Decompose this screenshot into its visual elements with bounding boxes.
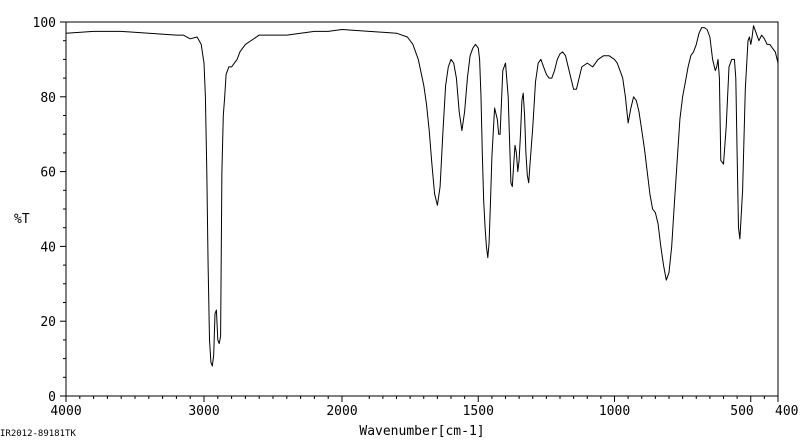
y-tick-label: 80 (40, 91, 56, 106)
x-tick-label: 1500 (463, 404, 494, 419)
x-axis-ticks: 4000 3000 2000 1500 1000 500 400 (50, 396, 798, 419)
y-axis-ticks: 0 20 40 60 80 100 (33, 16, 66, 405)
spectrum-line (65, 25, 779, 367)
y-tick-label: 40 (40, 240, 56, 255)
footer-id: IR2012-89181TK (0, 429, 76, 439)
x-tick-label: 2000 (326, 404, 357, 419)
x-tick-label: 3000 (188, 404, 219, 419)
y-axis-title: %T (14, 212, 30, 227)
y-tick-label: 60 (40, 166, 56, 181)
y-tick-label: 20 (40, 315, 56, 330)
x-tick-label: 4000 (50, 404, 81, 419)
series-layer (65, 25, 779, 367)
x-tick-label: 400 (775, 404, 798, 419)
x-axis-title: Wavenumber[cm-1] (359, 424, 484, 439)
y-tick-label: 0 (48, 390, 56, 405)
y-tick-label: 100 (33, 16, 56, 31)
x-tick-label: 1000 (599, 404, 630, 419)
x-tick-label: 500 (730, 404, 753, 419)
